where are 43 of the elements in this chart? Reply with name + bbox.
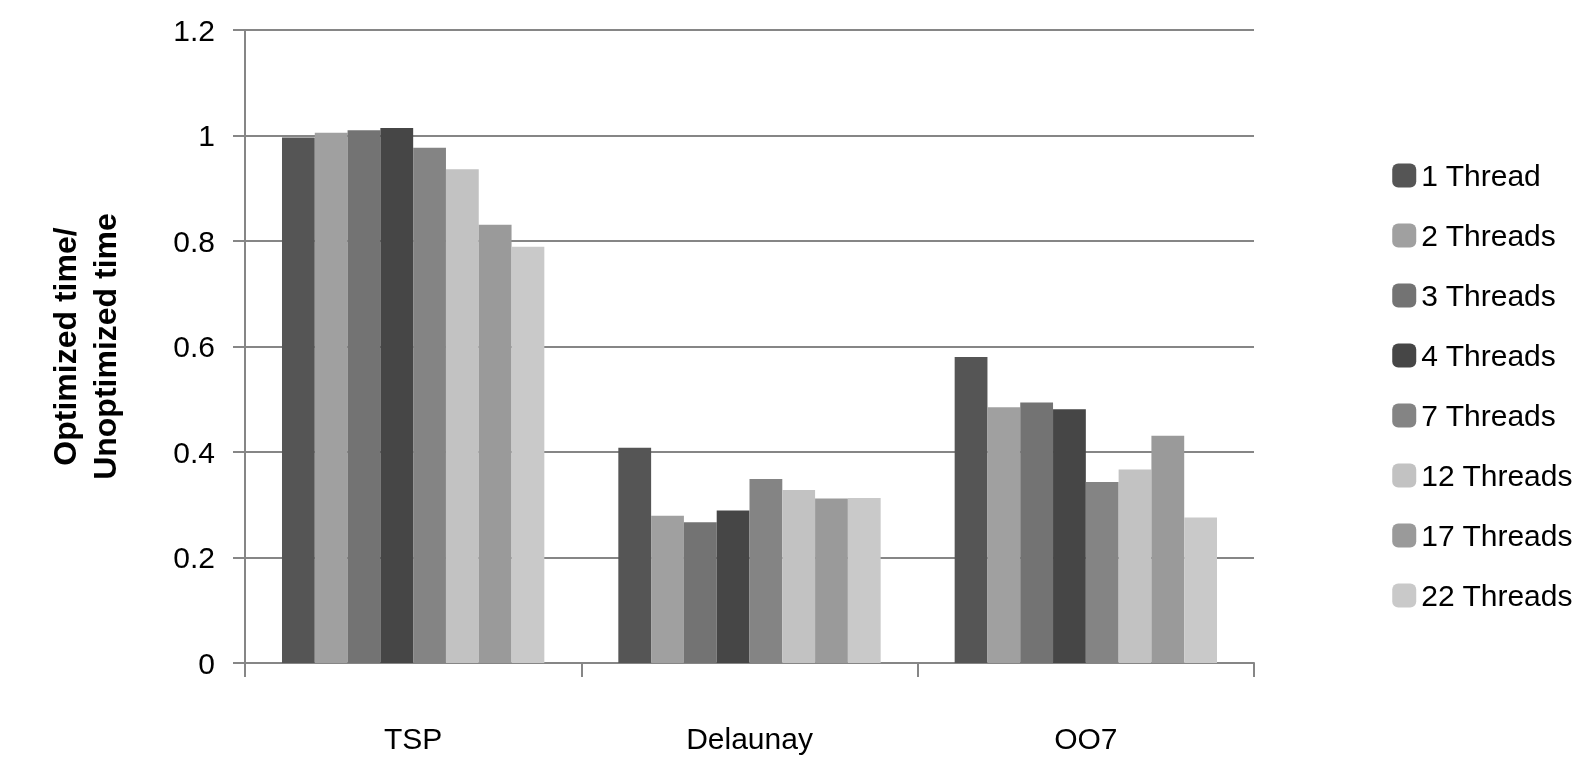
bar bbox=[478, 224, 512, 663]
bar bbox=[413, 147, 446, 663]
bar bbox=[380, 128, 414, 663]
bar bbox=[1151, 435, 1185, 663]
x-tick-label: OO7 bbox=[1054, 721, 1118, 755]
y-tick-label: 1 bbox=[198, 119, 215, 152]
bar bbox=[347, 130, 381, 663]
y-tick-label: 0.6 bbox=[173, 330, 215, 363]
bar bbox=[1118, 469, 1152, 663]
bar bbox=[1085, 482, 1119, 663]
bar bbox=[1053, 409, 1086, 663]
y-tick-label: 0 bbox=[198, 646, 215, 680]
bar bbox=[445, 169, 479, 663]
bar bbox=[1020, 402, 1054, 663]
bar bbox=[282, 137, 315, 663]
bar bbox=[1184, 517, 1217, 663]
bar bbox=[782, 489, 816, 663]
bar bbox=[314, 132, 348, 663]
legend-label: 2 Threads bbox=[1421, 219, 1556, 252]
y-tick-label: 0.2 bbox=[173, 541, 215, 574]
legend-label: 7 Threads bbox=[1421, 399, 1556, 432]
bar bbox=[511, 246, 545, 663]
legend-label: 4 Threads bbox=[1421, 339, 1556, 372]
y-axis-title: Optimized time/ Unoptimized time bbox=[47, 213, 123, 480]
legend-label: 22 Threads bbox=[1421, 579, 1573, 612]
legend-label: 17 Threads bbox=[1421, 519, 1573, 552]
y-tick-label: 1.2 bbox=[173, 13, 215, 47]
bar bbox=[618, 447, 652, 663]
bar bbox=[987, 407, 1021, 663]
bar bbox=[815, 498, 848, 663]
bar bbox=[749, 478, 783, 663]
legend-label: 12 Threads bbox=[1421, 459, 1573, 492]
bar bbox=[847, 497, 881, 663]
x-tick-label: TSP bbox=[383, 721, 443, 755]
bar bbox=[683, 522, 717, 663]
y-tick-label: 0.4 bbox=[173, 435, 215, 469]
bar bbox=[954, 357, 988, 663]
bar bbox=[716, 510, 750, 663]
legend-label: 3 Threads bbox=[1421, 279, 1556, 312]
y-tick-label: 0.8 bbox=[173, 224, 215, 258]
bar bbox=[651, 515, 684, 663]
x-tick-label: Delaunay bbox=[686, 721, 813, 755]
legend-label: 1 Thread bbox=[1421, 159, 1541, 192]
